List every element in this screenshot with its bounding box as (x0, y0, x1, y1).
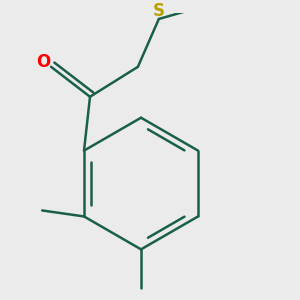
Text: S: S (153, 2, 165, 20)
Text: O: O (37, 53, 51, 71)
